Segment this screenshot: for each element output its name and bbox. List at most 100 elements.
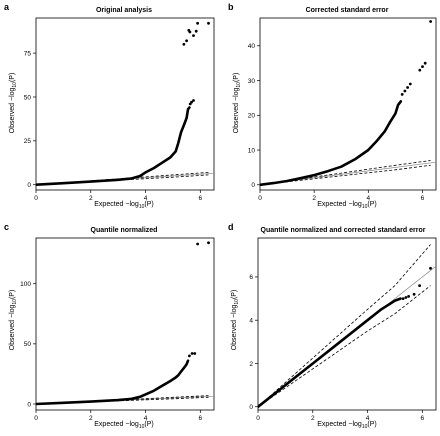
panel-b-xtick-label: 4	[366, 195, 370, 202]
panel-a-observed-curve	[36, 106, 191, 186]
panel-d-ylabel-main: Observed −log	[231, 304, 238, 350]
panel-b-ytick-label: 40	[248, 43, 256, 50]
panel-b-xlabel-tail: (P)	[367, 201, 376, 208]
panel-c-xlabel-main: Expected −log	[94, 421, 139, 428]
panel-c-xtick-label: 0	[34, 415, 38, 422]
panel-d-ci-upper-line	[258, 244, 431, 408]
panel-d-ylabel-sub: 10	[234, 299, 240, 305]
panel-c-marks	[36, 241, 214, 406]
panel-b-ylabel-tail: (P)	[233, 73, 240, 82]
panel-d-observed-curve	[258, 297, 402, 409]
panel-a-point	[207, 21, 210, 25]
panel-b-xlabel-sub: 10	[362, 204, 368, 210]
panel-b-observed-curve	[260, 100, 403, 187]
panel-c-xlabel-tail: (P)	[144, 421, 153, 428]
panel-c-xlabel: Expected −log10(P)	[94, 421, 153, 430]
panel-b-point	[421, 65, 424, 68]
panel-c-frame	[35, 237, 215, 411]
panel-b-xtick-label: 6	[421, 195, 425, 202]
panel-a-ylabel-tail: (P)	[9, 73, 16, 82]
panel-a-ytick-label: 0	[27, 182, 31, 189]
panel-a-point	[192, 34, 195, 37]
panel-b-xtick-label: 2	[312, 195, 316, 202]
panel-b-plot: 0 2 4 6 0 10 20 30 40	[248, 17, 437, 202]
panel-a-point	[185, 39, 189, 43]
panel-c-point	[193, 352, 197, 355]
panel-b-ytick-label: 10	[248, 147, 256, 154]
panel-c-xtick-label: 4	[144, 415, 148, 422]
panel-b-frame	[259, 17, 437, 191]
panel-b-ytick-label: 30	[248, 78, 256, 85]
panel-d-point	[404, 296, 408, 299]
panel-a-frame	[35, 17, 215, 191]
panel-a-xlabel: Expected −log10(P)	[94, 201, 153, 210]
panel-d-frame	[257, 237, 437, 411]
panel-a-point	[196, 21, 200, 25]
panel-d-ylabel-tail: (P)	[231, 290, 238, 299]
panel-d-ytick-label: 0	[249, 404, 253, 411]
panel-d-point	[412, 292, 416, 296]
panel-b-point	[418, 68, 422, 72]
panel-d-ytick-label: 6	[249, 274, 253, 281]
panel-d-point	[401, 297, 405, 300]
panel-b-title: Corrected standard error	[306, 7, 389, 14]
panel-d-xlabel-main: Expected −log	[317, 421, 362, 428]
panel-b-point	[406, 86, 409, 89]
panel-c-ytick-label: 100	[20, 281, 31, 288]
panel-c-ytick-label: 50	[24, 341, 32, 348]
panel-b-ylabel-main: Observed −log	[233, 87, 240, 133]
panel-c: c Quantile normalized 0 2 4 6 0 50 100 Expecte…	[4, 222, 215, 430]
panel-b-point	[423, 61, 427, 65]
panel-d-xtick-label: 4	[366, 415, 370, 422]
panel-a-xlabel-main: Expected −log	[94, 201, 139, 208]
panel-a-xtick-label: 0	[34, 195, 38, 202]
panel-d-plot: 0 2 4 6 0 2 4 6	[249, 237, 437, 422]
panel-a-ylabel-sub: 10	[12, 82, 18, 88]
panel-d-xtick-label: 2	[311, 415, 315, 422]
panel-c-title: Quantile normalized	[91, 227, 158, 234]
panel-a-letter: a	[4, 2, 10, 12]
panel-b-ytick-label: 20	[248, 113, 256, 120]
panel-b-point	[400, 93, 404, 96]
panel-c-plot: 0 2 4 6 0 50 100	[20, 237, 215, 422]
panel-c-point	[190, 352, 194, 355]
panel-a-ylabel: Observed −log10(P)	[9, 73, 18, 134]
panel-a-title: Original analysis	[96, 7, 152, 14]
panel-d-title: Quantile normalized and corrected standa…	[261, 227, 426, 234]
panel-b-xlabel: Expected −log10(P)	[317, 201, 376, 210]
panel-d-xtick-label: 0	[256, 415, 260, 422]
panel-d-xtick-label: 6	[420, 415, 424, 422]
panel-c-point	[188, 354, 191, 358]
panel-c-point	[196, 242, 200, 246]
panel-b-ci-lower-line	[260, 164, 431, 186]
panel-a-ytick-label: 50	[24, 94, 32, 101]
panel-a-xlabel-sub: 10	[139, 204, 145, 210]
panel-c-xlabel-sub: 10	[139, 424, 145, 430]
panel-b-point	[408, 82, 412, 86]
panel-d-ci-lower-line	[258, 285, 431, 408]
panel-b-marks	[260, 20, 436, 187]
panel-c-ylabel: Observed −log10(P)	[9, 290, 18, 351]
panel-c-ylabel-main: Observed −log	[9, 304, 16, 350]
panel-a-point	[182, 42, 186, 46]
panel-c-xtick-label: 2	[89, 415, 93, 422]
panel-a-xlabel-tail: (P)	[144, 201, 153, 208]
panel-a-point	[194, 29, 198, 33]
panel-d-ytick-label: 4	[249, 318, 253, 325]
panel-a-plot: 0 2 4 6 0 25 50 75	[24, 17, 215, 202]
panel-d-point	[407, 295, 410, 298]
panel-c-xtick-label: 6	[198, 415, 202, 422]
panel-d-letter: d	[228, 222, 234, 232]
panel-b-xtick-label: 0	[258, 195, 262, 202]
panel-b-point	[429, 20, 432, 23]
panel-a-point	[190, 100, 193, 104]
panel-b-ytick-label: 0	[251, 182, 255, 189]
panel-a-point	[188, 30, 192, 34]
panel-b: b Corrected standard error 0 2 4 6 0 10 20 30 40…	[228, 2, 437, 210]
panel-a-point	[192, 99, 195, 102]
panel-c-ytick-label: 0	[27, 401, 31, 408]
panel-d: d Quantile normalized and corrected stan…	[228, 222, 437, 430]
panel-c-letter: c	[4, 222, 9, 232]
panel-a-marks	[36, 21, 214, 186]
